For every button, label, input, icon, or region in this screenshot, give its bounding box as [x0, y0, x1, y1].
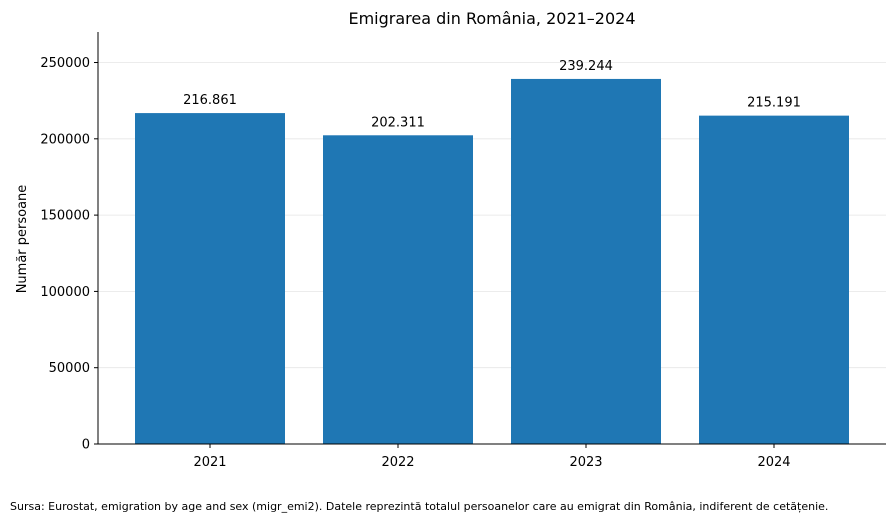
x-tick-label-2024: 2024 [757, 455, 790, 470]
data-label-2024: 215.191 [747, 96, 801, 111]
x-tick-label-2021: 2021 [193, 455, 226, 470]
y-tick-label: 0 [82, 438, 90, 453]
x-tick-label-2023: 2023 [569, 455, 602, 470]
y-tick-label: 150000 [40, 209, 90, 224]
y-tick-label: 200000 [40, 132, 90, 147]
x-axis-ticks: 2021 2022 2023 2024 [193, 444, 791, 470]
y-tick-label: 50000 [49, 361, 90, 376]
bars [135, 78, 849, 445]
data-label-2022: 202.311 [371, 115, 425, 130]
y-axis-label: Număr persoane [15, 185, 30, 294]
bar-2021 [135, 113, 285, 444]
bar-2022 [323, 135, 473, 445]
y-tick-label: 100000 [40, 285, 90, 300]
y-axis-ticks: 0 50000 100000 150000 200000 250000 [40, 56, 98, 453]
x-tick-label-2022: 2022 [381, 455, 414, 470]
y-tick-label: 250000 [40, 56, 90, 71]
data-labels: 216.861 202.311 239.244 215.191 [183, 59, 801, 130]
bar-2023 [511, 78, 661, 444]
source-note: Sursa: Eurostat, emigration by age and s… [10, 500, 828, 513]
data-label-2021: 216.861 [183, 93, 237, 108]
data-label-2023: 239.244 [559, 59, 613, 74]
chart-title: Emigrarea din România, 2021–2024 [348, 9, 635, 28]
bar-2024 [699, 115, 849, 445]
